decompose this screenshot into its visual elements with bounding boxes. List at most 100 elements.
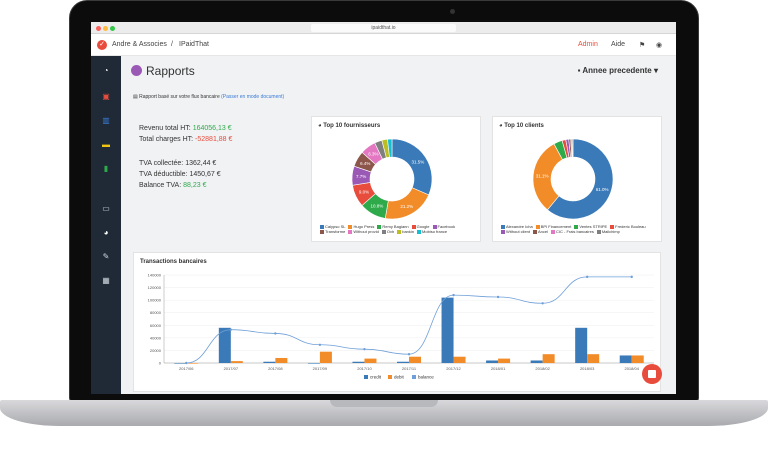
client-legend-item[interactable]: BPI Financement [535, 224, 571, 229]
supplier-slice[interactable] [387, 138, 393, 158]
debit-bar[interactable] [498, 358, 511, 363]
client-legend-item[interactable]: Ventes STRIPE [574, 224, 607, 229]
balance-point[interactable] [496, 295, 500, 299]
credit-bar[interactable] [218, 327, 231, 363]
help-menu[interactable]: Aide [611, 41, 626, 48]
client-slice[interactable] [571, 138, 574, 158]
tva-collectee-value: 1362,44 € [185, 160, 217, 167]
balance-line[interactable] [186, 276, 632, 364]
debit-bar[interactable] [409, 356, 421, 363]
client-legend-item[interactable]: CIC - Frais bancaires [551, 229, 594, 234]
app-logo-icon[interactable]: ✓ [97, 40, 107, 50]
user-icon[interactable]: ◉ [656, 42, 663, 49]
company-name[interactable]: Andre & Associes [112, 41, 167, 48]
supplier-legend-item[interactable]: Calypso SL [320, 224, 345, 229]
client-legend-item[interactable]: Frederic Bouleau [610, 224, 646, 229]
document-icon[interactable]: ▮ [103, 164, 109, 173]
period-label: Annee precedente [582, 66, 652, 75]
debit-bar[interactable] [631, 355, 644, 363]
transactions-card: Transactions bancaires 0 20000 40000 60000 8… [133, 252, 661, 392]
balance-point[interactable] [452, 293, 455, 297]
flag-icon[interactable]: ⚑ [639, 42, 646, 49]
suppliers-title-text: Top 10 fournisseurs [323, 123, 381, 129]
breadcrumb-separator: / [171, 41, 173, 48]
balance-point[interactable] [229, 328, 233, 331]
app-name[interactable]: IPaidThat [179, 41, 209, 48]
supplier-legend-item[interactable]: Facebook [432, 224, 455, 229]
client-legend-item[interactable]: Mailchimp [596, 229, 620, 234]
supplier-legend-item[interactable]: Mobiso france [417, 229, 447, 234]
invoices-icon[interactable]: ▣ [102, 92, 110, 101]
tva-balance-row: Balance TVA: 88,23 € [139, 182, 206, 189]
revenue-value: 164056,13 € [192, 125, 232, 132]
client-legend-item[interactable]: Ancel [533, 229, 548, 234]
credit-bar[interactable] [530, 360, 543, 363]
x-tick-label: 2018/03 [580, 366, 595, 371]
credit-legend-label[interactable]: credit [370, 375, 382, 380]
supplier-legend-item[interactable]: Transforme [320, 229, 345, 234]
credit-bar[interactable] [174, 363, 187, 364]
switch-document-mode-link[interactable]: (Passer en mode document) [221, 94, 285, 100]
balance-point[interactable] [541, 302, 544, 305]
chat-button[interactable] [642, 364, 662, 384]
close-window-icon[interactable] [96, 26, 101, 31]
reports-icon[interactable]: ◕ [103, 228, 109, 237]
car-icon[interactable]: ▬ [102, 140, 110, 149]
client-legend-item[interactable]: Alexandre Icha [501, 224, 533, 229]
maximize-window-icon[interactable] [110, 26, 115, 31]
credit-bar[interactable] [486, 360, 499, 363]
client-slice[interactable] [547, 138, 614, 220]
debit-bar[interactable] [364, 358, 377, 363]
minimize-window-icon[interactable] [103, 26, 108, 31]
period-selector[interactable]: ▪ Annee precedente ▾ [577, 66, 658, 75]
bank-icon[interactable]: ▥ [102, 116, 110, 125]
supplier-legend-swatch [377, 224, 382, 229]
laptop-notch [330, 400, 438, 407]
debit-bar[interactable] [542, 354, 555, 363]
debit-bar[interactable] [230, 361, 243, 363]
balance-point[interactable] [630, 275, 633, 279]
balance-point[interactable] [407, 353, 411, 356]
credit-bar[interactable] [352, 361, 365, 363]
supplier-legend-item[interactable]: bankin [397, 229, 414, 234]
debit-legend-label[interactable]: debit [394, 375, 405, 380]
balance-legend-label[interactable]: balance [418, 375, 434, 380]
debit-bar[interactable] [186, 363, 199, 364]
supplier-legend-item[interactable]: Remy Bagiann [377, 224, 409, 229]
credit-bar[interactable] [397, 361, 409, 363]
url-bar[interactable]: ipaidthat.io [311, 24, 456, 32]
debit-bar[interactable] [275, 357, 288, 363]
credit-bar[interactable] [441, 297, 454, 363]
balance-point[interactable] [185, 361, 188, 365]
admin-menu[interactable]: Admin [578, 41, 598, 48]
credit-bar[interactable] [619, 355, 632, 363]
calculator-icon[interactable]: ▦ [102, 276, 110, 285]
balance-point[interactable] [585, 275, 589, 279]
supplier-legend-item[interactable]: Ovh [381, 229, 394, 234]
revenue-row: Revenu total HT: 164056,13 € [139, 125, 232, 132]
dashboard-icon[interactable]: ◔ [103, 66, 109, 75]
clients-legend: Alexandre Icha BPI Financement Ventes STRI… [501, 224, 661, 234]
y-tick-label: 40000 [150, 335, 162, 340]
x-tick-label: 2017/12 [446, 366, 461, 371]
balance-point[interactable] [318, 343, 322, 346]
credit-bar[interactable] [263, 361, 276, 363]
debit-bar[interactable] [319, 351, 332, 363]
client-legend-item[interactable]: Without client [501, 229, 530, 234]
folder-icon[interactable]: ▭ [102, 204, 110, 213]
credit-bar[interactable] [307, 363, 320, 364]
balance-point[interactable] [363, 347, 366, 351]
debit-bar[interactable] [587, 354, 600, 363]
y-tick-label: 0 [159, 361, 162, 366]
supplier-legend-item[interactable]: Google [411, 224, 430, 229]
credit-bar[interactable] [575, 327, 588, 363]
wrench-icon[interactable]: ✎ [102, 252, 110, 261]
x-tick-label: 2017/11 [402, 366, 417, 371]
supplier-legend-item[interactable]: Without provid [348, 229, 379, 234]
supplier-slice[interactable] [391, 138, 433, 196]
clients-title-text: Top 10 clients [504, 123, 544, 129]
balance-point[interactable] [274, 332, 277, 335]
debit-bar[interactable] [453, 356, 466, 363]
suppliers-legend: Calypso SL Hugo Press Remy Bagiann Google Fa… [320, 224, 480, 234]
supplier-legend-item[interactable]: Hugo Press [348, 224, 374, 229]
